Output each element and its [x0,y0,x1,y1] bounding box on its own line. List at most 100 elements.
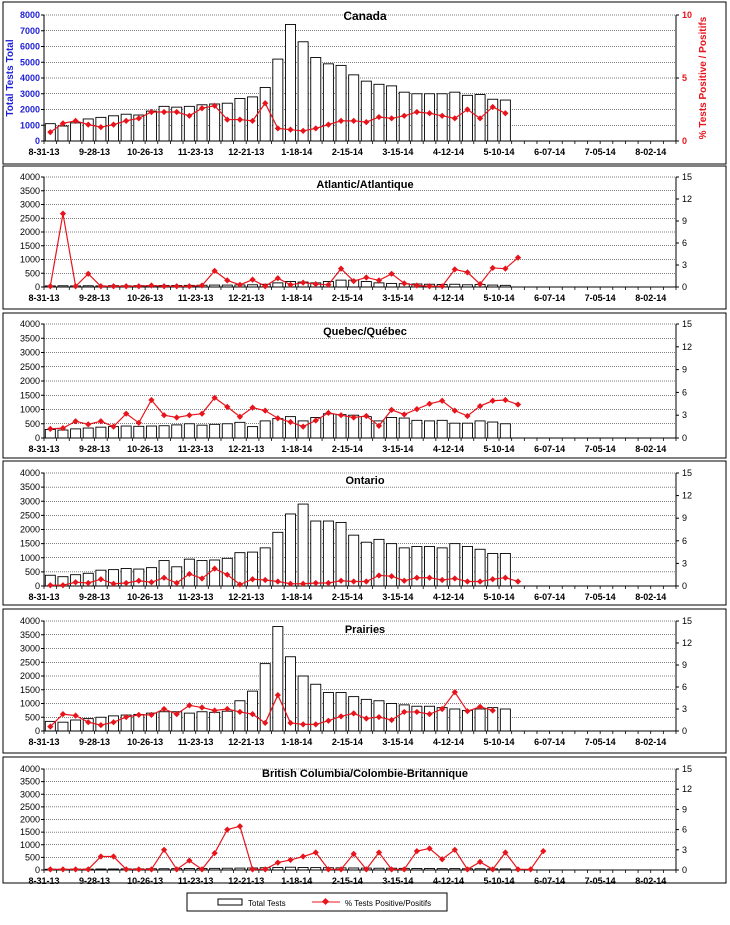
positivity-point [274,275,281,282]
y2-tick-label: 15 [682,468,692,478]
bar [335,64,347,142]
bar [335,279,347,288]
y2-tick-label: 0 [682,581,687,591]
x-tick-label: 1-18-14 [281,592,312,602]
x-tick-label: 2-15-14 [332,147,363,157]
positivity-point [350,414,357,421]
positivity-point [388,406,395,413]
y2-tick-label: 12 [682,638,692,648]
x-tick-label: 3-15-14 [382,444,413,454]
positivity-point [312,280,319,288]
positivity-point [300,423,307,430]
y-tick-label: 2000 [20,525,40,535]
bar [499,553,511,587]
y-tick-label: 6000 [20,42,40,52]
bar [183,423,195,439]
bar [424,93,435,142]
bar [145,110,157,142]
positivity-point [186,112,193,119]
x-tick-label: 2-15-14 [332,876,363,886]
y-tick-label: 1000 [20,840,40,850]
x-tick-label: 8-02-14 [635,147,666,157]
bar [322,520,334,587]
x-tick-label: 6-07-14 [534,147,565,157]
bar [436,419,448,439]
bar [272,626,284,732]
y2-tick-label: 3 [682,260,687,270]
x-tick-label: 1-18-14 [281,293,312,303]
y-tick-label: 0 [35,581,40,591]
bar [108,115,119,142]
positivity-point [123,117,130,124]
positivity-point [401,411,408,418]
y2-tick-label: 0 [682,282,687,292]
y-tick-label: 1000 [20,120,40,130]
y2-tick-label: 12 [682,194,692,204]
x-tick-label: 5-10-14 [484,876,515,886]
positivity-point [312,579,319,587]
x-tick-label: 7-05-14 [585,444,616,454]
legend-bar-swatch [217,898,243,906]
y-tick-label: 2500 [20,362,40,372]
bar [499,99,511,142]
positivity-point [363,715,370,722]
x-tick-label: 9-28-13 [79,592,110,602]
bar [474,708,486,732]
bar [386,417,398,439]
bar [373,538,385,587]
y2-tick-label: 12 [682,491,692,501]
positivity-point [439,576,446,584]
x-tick-label: 10-26-13 [127,444,163,454]
bar [82,427,94,439]
chart-panels: 0100020003000400050006000700080000510Tot… [2,1,727,886]
positivity-point [514,578,522,585]
positivity-point [540,848,547,855]
x-tick-label: 10-26-13 [127,737,163,747]
y2-tick-label: 3 [682,410,687,420]
panel-title: Prairies [345,624,385,636]
bar [386,543,398,587]
positivity-point [388,573,395,580]
positivity-point [439,283,446,290]
positivity-point [236,116,244,123]
bar [449,708,461,732]
y-tick-label: 2500 [20,213,40,223]
bar [487,421,499,439]
y2-tick-label: 9 [682,365,687,375]
bar [272,531,284,587]
positivity-point [476,402,484,410]
x-tick-label: 10-26-13 [127,293,163,303]
y-tick-label: 2000 [20,105,40,115]
positivity-point [300,279,307,286]
x-tick-label: 12-21-13 [228,293,264,303]
positivity-point [325,409,332,417]
y2-tick-label: 0 [682,433,687,443]
x-tick-label: 5-10-14 [484,737,515,747]
x-tick-label: 8-31-13 [28,737,59,747]
y2-tick-label: 5 [682,73,687,83]
x-tick-label: 11-23-13 [178,592,214,602]
x-tick-label: 1-18-14 [281,737,312,747]
positivity-point [426,283,433,290]
panel-title: Canada [343,9,387,23]
positivity-point [388,270,395,277]
y-tick-label: 3500 [20,186,40,196]
bar [398,417,410,439]
positivity-point [451,407,458,414]
bar [499,423,511,439]
y2-tick-label: 9 [682,216,687,226]
positivity-point [489,866,496,873]
bar [335,692,347,732]
bar [183,105,195,142]
positivity-point [173,108,180,116]
y2-tick-label: 10 [682,10,692,20]
bar [57,125,69,142]
y-tick-label: 1000 [20,255,40,265]
panel-title: Ontario [345,475,384,487]
x-tick-label: 9-28-13 [79,293,110,303]
y-tick-label: 500 [25,268,40,278]
bar [120,425,132,439]
positivity-point [287,580,294,587]
positivity-point [388,866,395,873]
x-tick-label: 1-18-14 [281,876,312,886]
